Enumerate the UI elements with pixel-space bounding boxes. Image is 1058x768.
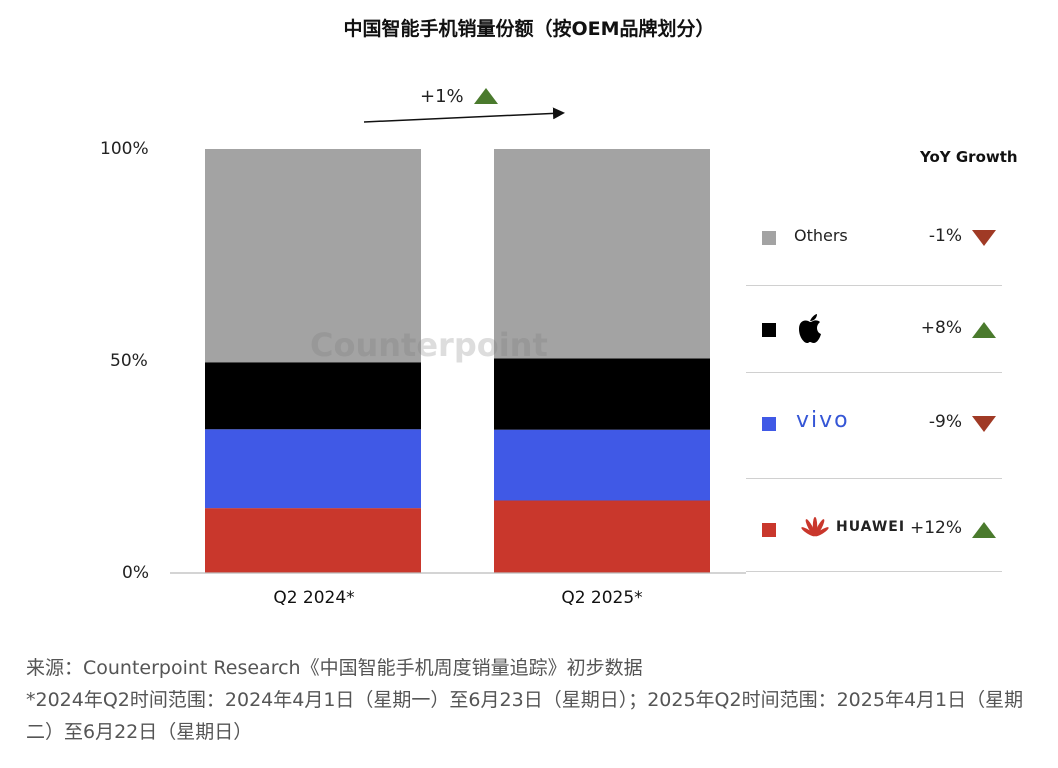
legend-divider: [746, 372, 1002, 373]
bar-others-0: [205, 149, 421, 363]
x-tick-q2-2024: Q2 2024*: [273, 588, 355, 608]
footnote-line: *2024年Q2时间范围：2024年4月1日（星期一）至6月23日（星期日）；2…: [26, 689, 1024, 743]
vivo-logo: vivo: [796, 408, 850, 433]
vivo-growth: -9%: [928, 412, 962, 432]
legend-row-others: Others -1%: [750, 198, 1002, 278]
apple-growth: +8%: [920, 318, 962, 338]
huawei-logo-icon: [801, 517, 829, 537]
chart-title: 中国智能手机销量份额（按OEM品牌划分）: [343, 18, 715, 40]
bar-apple-0: [205, 362, 421, 430]
overall-change-label: +1%: [420, 86, 464, 107]
bar-huawei-0: [205, 508, 421, 573]
overall-trend-arrow: [363, 107, 565, 123]
others-label: Others: [794, 226, 848, 245]
x-tick-q2-2025: Q2 2025*: [561, 588, 643, 608]
others-growth: -1%: [928, 226, 962, 246]
vivo-swatch: [762, 417, 776, 431]
source-note: 来源：Counterpoint Research《中国智能手机周度销量追踪》初步…: [26, 652, 1036, 748]
legend-row-huawei: HUAWEI +12%: [750, 490, 1002, 570]
yoy-growth-header: YoY Growth: [920, 148, 1018, 166]
overall-up-triangle-icon: [474, 88, 498, 104]
legend-divider: [746, 571, 1002, 572]
y-tick-50: 50%: [110, 351, 148, 371]
huawei-swatch: [762, 523, 776, 537]
down-triangle-icon: [972, 230, 996, 246]
up-triangle-icon: [972, 522, 996, 538]
bar-vivo-0: [205, 429, 421, 509]
bar-huawei-1: [494, 500, 710, 573]
down-triangle-icon: [972, 416, 996, 432]
apple-logo-icon: [799, 314, 821, 343]
bar-others-1: [494, 149, 710, 359]
watermark-text: Counterpoint: [310, 326, 548, 364]
legend-divider: [746, 478, 1002, 479]
legend-divider: [746, 285, 1002, 286]
source-line: 来源：Counterpoint Research《中国智能手机周度销量追踪》初步…: [26, 657, 643, 679]
legend-row-vivo: vivo -9%: [750, 384, 1002, 464]
legend-row-apple: +8%: [750, 290, 1002, 370]
huawei-label: HUAWEI: [836, 519, 906, 535]
bar-apple-1: [494, 358, 710, 430]
bar-vivo-1: [494, 429, 710, 501]
others-swatch: [762, 231, 776, 245]
up-triangle-icon: [972, 322, 996, 338]
y-tick-100: 100%: [100, 139, 149, 159]
y-tick-0: 0%: [122, 563, 149, 583]
stacked-bar-chart: [170, 149, 746, 574]
apple-swatch: [762, 323, 776, 337]
huawei-growth: +12%: [909, 518, 962, 538]
